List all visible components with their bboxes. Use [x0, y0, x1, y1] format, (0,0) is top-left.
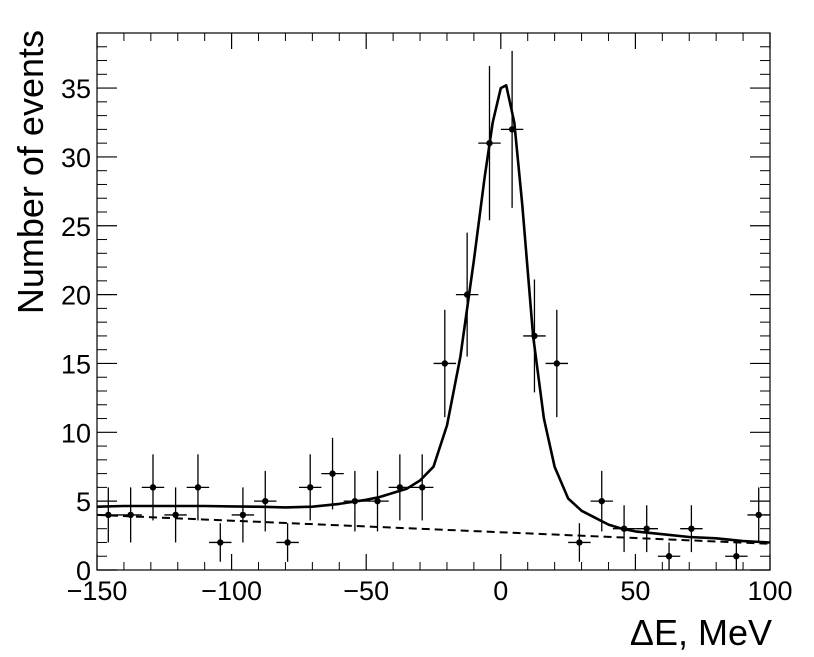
plot-frame [96, 32, 771, 571]
data-marker [374, 497, 381, 505]
data-point [680, 505, 703, 553]
data-marker [127, 511, 134, 519]
data-point [612, 505, 636, 553]
data-marker [508, 126, 516, 133]
y-tick-label: 0 [76, 556, 91, 586]
data-point [545, 309, 569, 418]
data-point [276, 523, 299, 562]
x-tick-label: 50 [620, 576, 650, 606]
x-tick-label: 100 [747, 576, 792, 606]
y-tick-label: 5 [76, 487, 91, 517]
data-marker [531, 332, 538, 340]
data-point [343, 470, 367, 532]
data-marker [239, 511, 247, 519]
data-marker [217, 539, 224, 546]
data-marker [755, 511, 762, 519]
data-point [366, 470, 389, 532]
data-point [523, 279, 546, 393]
background-fit-curve [96, 513, 771, 545]
data-point [298, 454, 322, 521]
data-marker [396, 484, 404, 491]
data-point [321, 437, 344, 510]
data-point [725, 542, 748, 570]
x-tick-label: −100 [201, 576, 262, 606]
data-marker [194, 484, 202, 491]
data-point [186, 454, 210, 521]
y-axis-label: Number of events [10, 30, 51, 314]
data-point [635, 505, 658, 553]
y-tick-label: 25 [61, 212, 91, 242]
data-marker [733, 553, 740, 560]
data-marker [486, 139, 493, 147]
data-point [209, 523, 232, 562]
data-marker [665, 553, 673, 560]
y-tick-label: 20 [61, 281, 91, 311]
data-point [455, 232, 479, 357]
data-marker [105, 511, 112, 519]
data-marker [553, 360, 560, 367]
data-point [747, 487, 770, 543]
data-point [164, 487, 187, 543]
data-marker [463, 291, 471, 298]
data-marker [688, 525, 695, 532]
data-point [119, 487, 142, 543]
total-fit-curve [96, 84, 771, 544]
data-point [478, 66, 501, 221]
data-marker [620, 525, 628, 532]
y-tick-label: 35 [61, 74, 91, 104]
data-point [254, 470, 277, 532]
data-marker [351, 497, 359, 505]
data-point [97, 487, 120, 543]
data-point [141, 454, 165, 521]
data-point [388, 454, 412, 521]
data-marker [307, 484, 314, 491]
data-marker [329, 470, 336, 477]
data-marker [643, 525, 650, 532]
data-marker [418, 484, 426, 491]
data-marker [441, 360, 449, 367]
data-marker [576, 539, 583, 546]
data-point [500, 50, 524, 208]
y-tick-label: 10 [61, 418, 91, 448]
data-marker [262, 497, 269, 505]
data-marker [598, 497, 605, 505]
data-point [590, 470, 613, 532]
data-point [410, 454, 434, 521]
data-marker [284, 539, 291, 546]
y-tick-label: 30 [61, 143, 91, 173]
data-point [657, 542, 681, 570]
x-tick-label: −150 [67, 576, 128, 606]
data-marker [149, 484, 157, 491]
x-tick-label: 0 [493, 576, 508, 606]
y-tick-label: 15 [61, 349, 91, 379]
data-point [231, 487, 255, 543]
x-axis-label: ΔE, MeV [630, 612, 772, 653]
data-point [433, 309, 457, 418]
data-marker [172, 511, 179, 519]
data-point [568, 523, 591, 562]
x-tick-label: −50 [343, 576, 389, 606]
